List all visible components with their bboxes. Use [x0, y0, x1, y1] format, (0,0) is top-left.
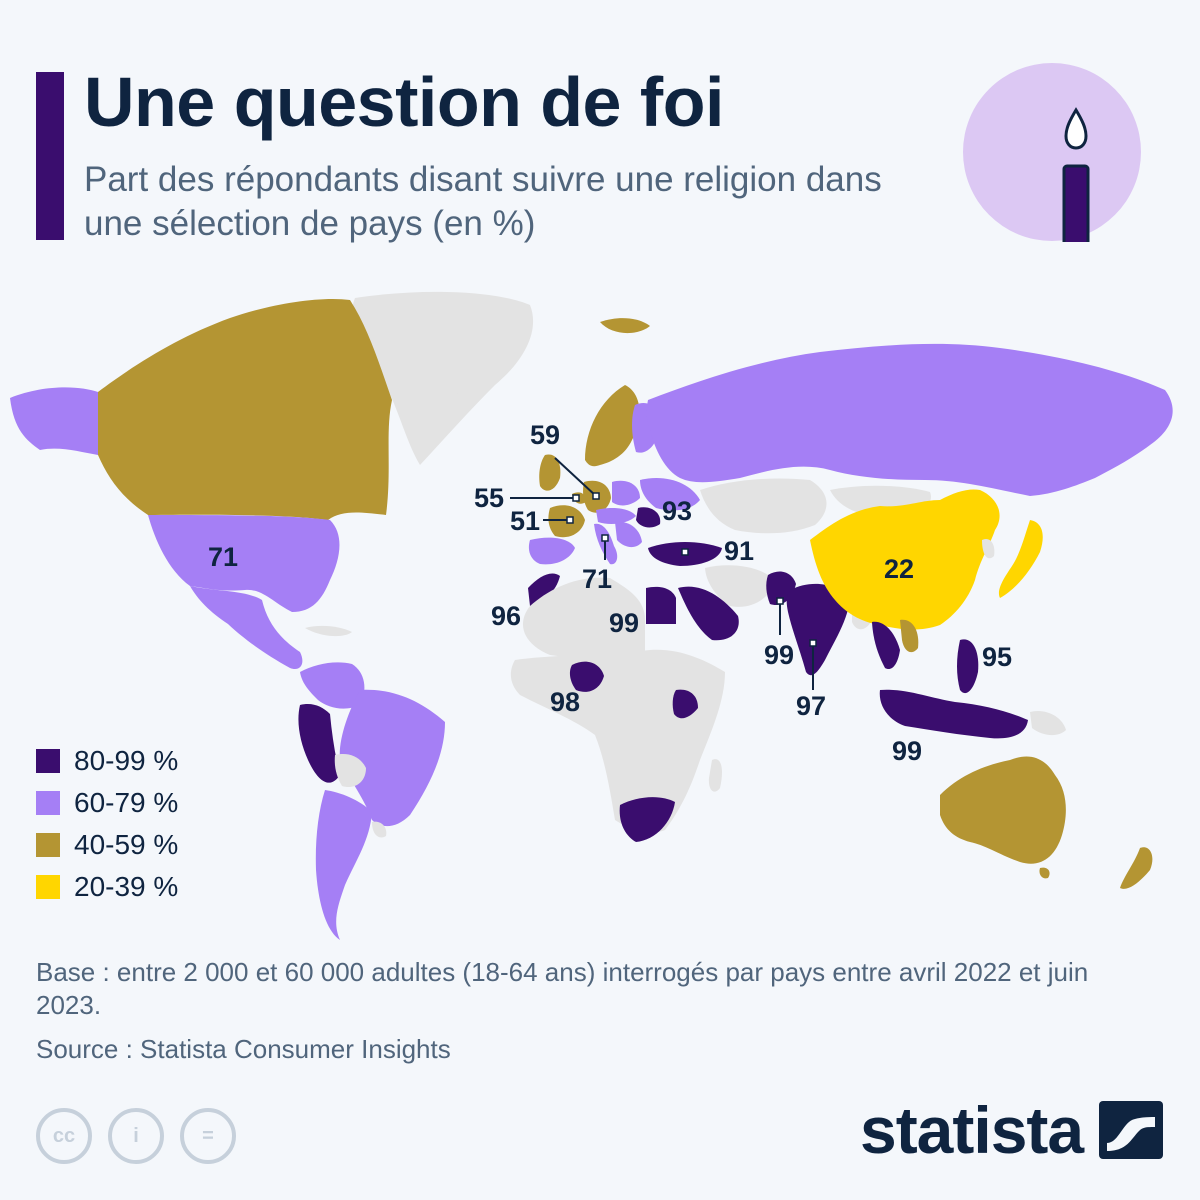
legend-swatch [36, 749, 60, 773]
label-egypt: 99 [609, 608, 639, 638]
country-ukraine [640, 478, 700, 511]
label-germany: 59 [530, 420, 560, 450]
legend-item: 40-59 % [36, 824, 178, 866]
label-pakistan: 99 [764, 640, 794, 670]
country-romania [636, 507, 661, 528]
label-china: 22 [884, 554, 914, 584]
page-subtitle: Part des répondants disant suivre une re… [84, 160, 882, 243]
label-usa: 71 [208, 542, 238, 572]
label-india: 97 [796, 691, 826, 721]
candle-icon [963, 63, 1141, 242]
country-morocco [528, 573, 560, 606]
legend-label: 80-99 % [74, 745, 179, 776]
country-australia [940, 756, 1066, 864]
attribution-icon[interactable]: i [108, 1108, 164, 1164]
country-central-europe [596, 508, 636, 524]
brand-name: statista [860, 1093, 1084, 1167]
legend-swatch [36, 791, 60, 815]
statista-logo[interactable]: statista [860, 1092, 1164, 1168]
country-tasmania [1039, 867, 1050, 879]
country-spain [528, 537, 575, 565]
country-mexico [190, 586, 303, 670]
label-romania: 93 [662, 496, 692, 526]
country-iceland [430, 375, 472, 395]
country-indonesia [879, 689, 1028, 739]
footnote-base: Base : entre 2 000 et 60 000 adultes (18… [36, 957, 1089, 1020]
country-madagascar [708, 759, 723, 792]
legend-label: 40-59 % [74, 829, 179, 860]
country-korea [982, 538, 995, 559]
title-accent-bar [36, 72, 64, 240]
country-bolivia [334, 754, 366, 788]
label-nigeria: 98 [550, 687, 580, 717]
legend-label: 20-39 % [74, 871, 179, 902]
legend-label: 60-79 % [74, 787, 179, 818]
country-kenya [672, 689, 698, 719]
country-japan [998, 520, 1043, 598]
country-egypt [646, 586, 676, 624]
country-nigeria [569, 661, 604, 692]
country-scandinavia [585, 385, 640, 467]
license-icons: cc i = [36, 1108, 236, 1164]
page-title: Une question de foi [84, 63, 724, 141]
country-markers [566, 492, 817, 647]
label-turkey: 91 [724, 536, 754, 566]
cc-icon[interactable]: cc [36, 1108, 92, 1164]
country-central-africa [510, 649, 725, 833]
country-colombia [300, 662, 365, 709]
country-png [1030, 710, 1066, 736]
europe-leader-lines [510, 457, 814, 690]
country-brazil [339, 689, 445, 827]
country-new-zealand [1120, 847, 1153, 889]
country-peru [298, 704, 340, 783]
country-canada [98, 298, 392, 520]
footnote-source: Source : Statista Consumer Insights [36, 1034, 451, 1064]
country-caribbean [305, 625, 352, 637]
country-vietnam [900, 619, 919, 653]
statista-mark-icon [1099, 1101, 1164, 1159]
country-poland [612, 480, 640, 506]
country-south-africa [619, 797, 675, 842]
world-map: 71 59 55 51 93 71 91 96 99 98 99 97 22 9… [0, 280, 1200, 950]
label-france: 51 [510, 506, 540, 536]
country-china [810, 489, 1000, 630]
no-derivatives-icon[interactable]: = [180, 1108, 236, 1164]
country-svalbard [600, 318, 650, 334]
country-russia [646, 343, 1173, 496]
label-philippines: 95 [982, 642, 1012, 672]
country-north-africa [522, 577, 645, 659]
country-saudi-arabia [678, 586, 739, 641]
country-argentina [315, 790, 372, 940]
country-iran [705, 565, 775, 607]
country-uruguay [372, 821, 387, 838]
label-indonesia: 99 [892, 736, 922, 766]
legend: 80-99 % 60-79 % 40-59 % 20-39 % [36, 740, 178, 908]
legend-item: 20-39 % [36, 866, 178, 908]
label-italy: 71 [582, 564, 612, 594]
legend-swatch [36, 833, 60, 857]
country-usa [148, 515, 340, 612]
country-alaska [10, 387, 98, 455]
country-philippines [957, 639, 979, 694]
country-uk [539, 454, 561, 491]
label-belgium: 55 [474, 483, 504, 513]
label-morocco: 96 [491, 601, 521, 631]
legend-item: 80-99 % [36, 740, 178, 782]
country-kazakhstan [700, 478, 827, 534]
country-india [786, 583, 850, 676]
country-thailand [872, 621, 900, 670]
legend-item: 60-79 % [36, 782, 178, 824]
legend-swatch [36, 875, 60, 899]
country-balkans [615, 521, 642, 548]
